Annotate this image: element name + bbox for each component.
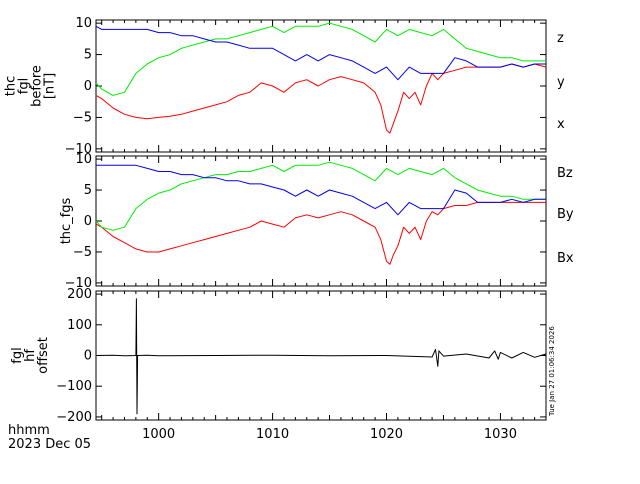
panel-2-ytick-label: −5 [73,245,92,260]
panel-1-ylabel: [nT] [43,73,58,99]
panel-2-ytick-label: 0 [84,214,92,229]
panel-3-ytick-label: −200 [56,410,92,425]
panel-1-ytick-label: −10 [65,142,92,157]
panel-2-ytick-label: 10 [75,152,92,167]
x-tick-label: 1030 [484,427,517,442]
panel-1-legend-z: z [557,31,564,46]
panel-2-frame [95,155,547,287]
panel-2-legend-Bz: Bz [557,166,573,181]
panel-1-ytick-label: 0 [84,79,92,94]
x-tick-label: 1010 [256,427,289,442]
panel-1-series-x [95,25,546,81]
panel-3-ylabel: fgl [10,347,25,363]
panel-2-ytick-label: 5 [84,183,92,198]
panel-2-legend-Bx: Bx [557,251,574,266]
panel-3-ylabel: hf [23,349,38,362]
panel-1-legend-x: x [557,117,565,132]
panel-3-series-offset [95,298,547,415]
panel-1-ylabel: fgl [17,78,32,94]
panel-1-frame [95,19,547,153]
panel-1-ylabel: thc [4,76,19,96]
panel-2-ylabel: thc_fgs [59,197,74,244]
panel-1-legend-y: y [557,75,565,90]
panel-3-ytick-label: 200 [67,287,92,302]
panel-3-ytick-label: 100 [67,318,92,333]
panel-2-ytick-label: −10 [65,276,92,291]
panel-1-ytick-label: 5 [84,48,92,63]
panel-3-ytick-label: −100 [56,379,92,394]
footer-time-format: hhmm [8,423,50,438]
panel-2-legend-By: By [557,207,574,222]
panel-1-series-y [95,22,546,96]
panel-1-ytick-label: 10 [75,16,92,31]
panel-2-series-Bz [95,201,546,265]
footer-date: 2023 Dec 05 [8,437,92,452]
panel-2-series-Bx [96,164,546,216]
panel-1-ytick-label: −5 [73,110,92,125]
panel-1-series-z [95,63,547,134]
panel-1-ylabel: before [30,65,45,107]
timestamp-stamp: Tue Jan 27 01:06:34 2026 [548,326,556,416]
panel-3-ylabel: offset [36,337,51,374]
x-tick-label: 1000 [142,427,175,442]
panel-2-series-By [95,161,546,231]
x-tick-label: 1020 [370,427,403,442]
panel-3-ytick-label: 0 [84,349,92,364]
